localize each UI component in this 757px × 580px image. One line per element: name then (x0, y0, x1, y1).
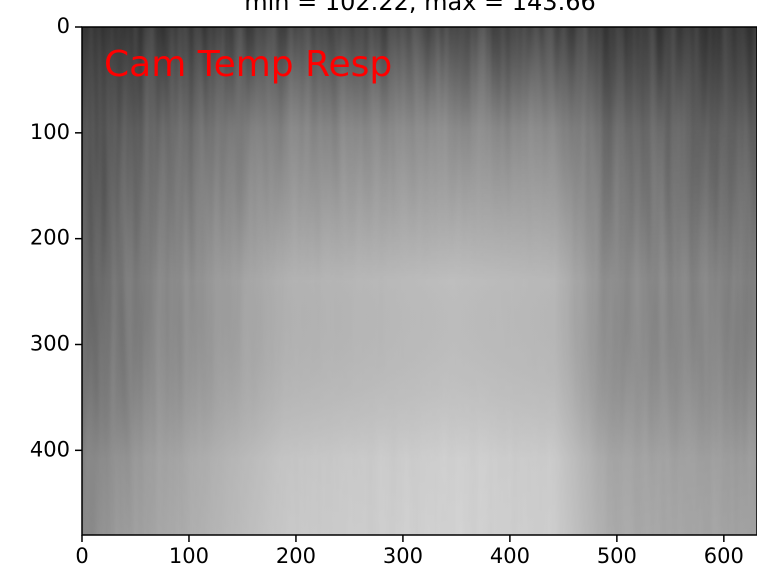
x-tick-label: 100 (169, 544, 209, 568)
x-tick-label: 400 (490, 544, 530, 568)
x-tick-label: 300 (383, 544, 423, 568)
y-tick-label: 0 (57, 14, 70, 38)
y-tick-label: 100 (30, 120, 70, 144)
x-tick-label: 600 (704, 544, 744, 568)
y-tick-label: 200 (30, 226, 70, 250)
x-tick-label: 200 (276, 544, 316, 568)
image (82, 27, 757, 535)
y-tick-label: 300 (30, 332, 70, 356)
annotation: Cam Temp Resp (104, 44, 392, 85)
x-tick-label: 0 (75, 544, 88, 568)
x-tick-label: 500 (597, 544, 637, 568)
y-tick-label: 400 (30, 437, 70, 461)
chart-title: min = 102.22, max = 143.66 (244, 0, 596, 16)
axes-frame (81, 26, 757, 536)
